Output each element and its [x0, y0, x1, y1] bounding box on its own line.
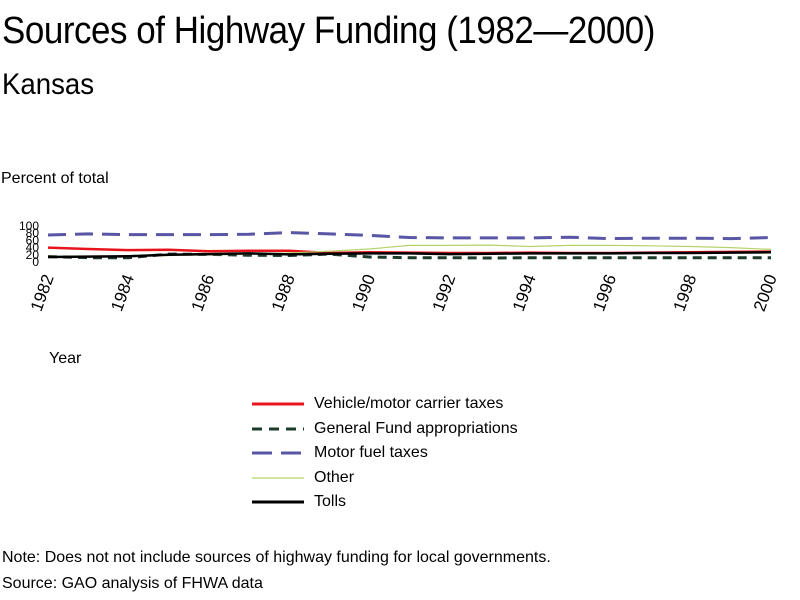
x-tick-label: 1988 [268, 272, 299, 314]
y-tick-label: 80 [26, 226, 40, 240]
x-axis-label: Year [49, 350, 82, 367]
x-tick-label: 1998 [670, 272, 701, 314]
legend-label: General Fund appropriations [314, 419, 518, 437]
source-note: Source: GAO analysis of FHWA data [2, 575, 263, 592]
x-tick-label: 1996 [589, 272, 620, 314]
y-axis-label: Percent of total [1, 170, 109, 187]
x-tick-label: 1984 [107, 272, 138, 314]
chart-legend: Vehicle/motor carrier taxes General Fund … [252, 392, 518, 515]
x-tick-label: 2000 [750, 272, 781, 314]
legend-label: Tolls [314, 493, 347, 511]
chart-subtitle: Kansas [2, 68, 95, 101]
legend-label: Motor fuel taxes [314, 444, 428, 462]
x-tick-label: 1986 [188, 272, 219, 314]
y-tick-label: 40 [26, 241, 40, 255]
legend-label: Other [314, 468, 355, 486]
legend-item: Motor fuel taxes [252, 441, 518, 466]
x-tick-label: 1990 [348, 272, 379, 314]
chart-title: Sources of Highway Funding (1982—2000) [2, 10, 655, 52]
legend-item: Tolls [252, 490, 518, 515]
x-tick-label: 1982 [27, 272, 58, 314]
x-tick-label: 1992 [429, 272, 460, 314]
y-tick-label: 100 [19, 219, 39, 233]
legend-swatch [252, 451, 304, 455]
legend-swatch [252, 402, 304, 406]
y-tick-label: 0 [32, 255, 39, 269]
legend-item: Other [252, 466, 518, 491]
x-tick-label: 1994 [509, 272, 540, 314]
legend-swatch [252, 427, 304, 431]
series-line-2 [47, 230, 772, 241]
series-lines [47, 230, 772, 260]
legend-item: Vehicle/motor carrier taxes [252, 392, 518, 417]
y-tick-label: 60 [26, 233, 40, 247]
legend-swatch [252, 500, 304, 504]
footnote: Note: Does not not include sources of hi… [2, 549, 551, 566]
legend-item: General Fund appropriations [252, 417, 518, 442]
x-axis-ticks: 1982 1984 1986 1988 1990 1992 1994 1996 1998 2000 [27, 272, 781, 314]
legend-label: Vehicle/motor carrier taxes [314, 395, 504, 413]
series-line-4 [47, 251, 772, 259]
y-tick-label: 20 [26, 248, 40, 262]
legend-swatch [252, 477, 304, 479]
